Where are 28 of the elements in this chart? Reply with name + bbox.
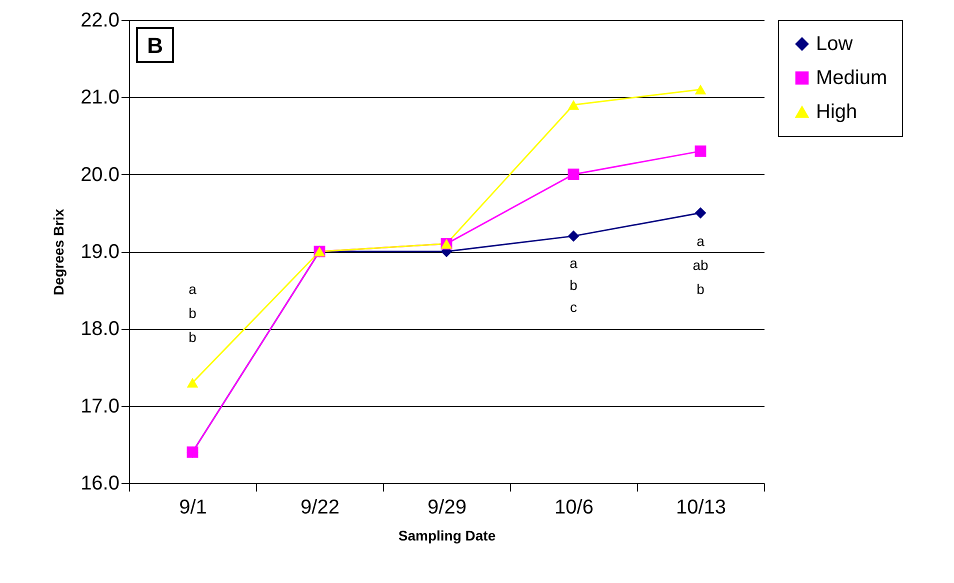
annotation: B — [147, 33, 163, 58]
y-axis-title: Degrees Brix — [50, 208, 67, 296]
y-tick-label: 16.0 — [80, 472, 120, 494]
x-tick-label: 9/29 — [428, 496, 466, 518]
point — [694, 207, 706, 219]
y-tick-label: 18.0 — [80, 318, 120, 340]
point — [568, 168, 580, 180]
x-tick-label: 9/22 — [300, 496, 340, 518]
annotation: a b b — [188, 281, 197, 345]
x-tick-label: 9/1 — [179, 496, 207, 518]
legend-label: Low — [816, 33, 854, 55]
point — [694, 145, 706, 157]
x-axis-title: Sampling Date — [398, 528, 496, 544]
y-tick-label: 17.0 — [80, 395, 120, 418]
y-tick-label: 19.0 — [80, 241, 120, 263]
y-tick-label: 21.0 — [80, 86, 120, 109]
annotation: a b c — [570, 255, 578, 315]
y-tick-label: 22.0 — [80, 10, 120, 32]
x-tick-label: 10/13 — [676, 496, 726, 518]
point — [186, 378, 198, 388]
legend-label: Medium — [816, 67, 888, 89]
point — [568, 100, 580, 110]
x-tick-label: 10/6 — [554, 496, 594, 518]
legend-label: High — [816, 101, 858, 123]
point — [568, 230, 580, 242]
point — [694, 84, 706, 94]
y-tick-label: 20.0 — [80, 164, 120, 186]
annotation: a ab b — [692, 233, 708, 297]
